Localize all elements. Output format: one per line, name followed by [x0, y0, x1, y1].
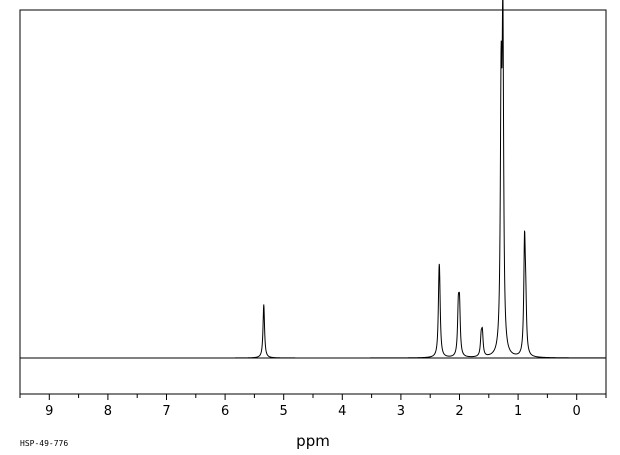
spectrum-id-label: HSP-49-776: [20, 439, 68, 448]
x-tick-label: 1: [514, 404, 522, 419]
spectrum-trace: [21, 0, 605, 359]
x-tick-label: 0: [573, 404, 581, 419]
x-tick-label: 2: [455, 404, 463, 419]
x-tick-label: 7: [162, 404, 170, 419]
x-axis-ticks: [19, 394, 607, 400]
plot-frame: [19, 9, 607, 395]
x-tick-label: 9: [45, 404, 53, 419]
x-tick-label: 8: [104, 404, 112, 419]
x-tick-label: 6: [221, 404, 229, 419]
x-tick-label: 4: [338, 404, 346, 419]
x-axis-tick-labels: 9 8 7 6 5 4 3 2 1 0: [45, 404, 581, 419]
x-tick-label: 5: [280, 404, 288, 419]
x-tick-label: 3: [397, 404, 405, 419]
x-axis-title: ppm: [296, 432, 330, 450]
